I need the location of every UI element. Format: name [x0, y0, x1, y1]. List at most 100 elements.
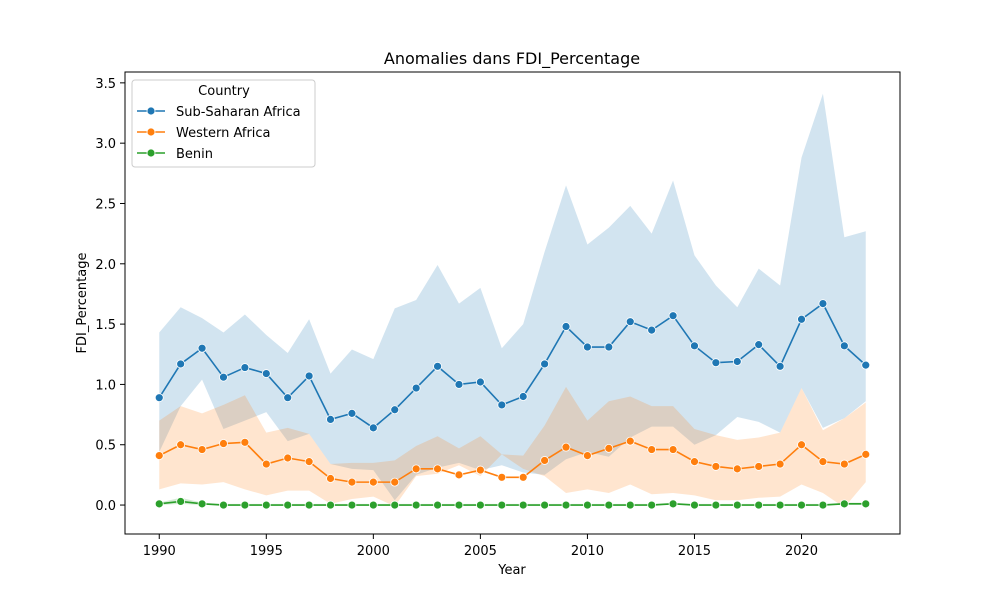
data-point-benin — [561, 500, 571, 510]
data-point-western-africa — [839, 459, 849, 469]
data-point-benin — [326, 500, 335, 510]
data-point-western-africa — [326, 474, 335, 483]
data-point-sub-saharan-africa — [711, 358, 721, 368]
data-point-sub-saharan-africa — [326, 414, 335, 424]
data-point-sub-saharan-africa — [304, 371, 314, 381]
plot-frame — [124, 71, 901, 535]
series-line-benin — [159, 500, 866, 506]
data-point-western-africa — [433, 464, 442, 474]
data-point-western-africa — [690, 457, 699, 467]
series-line-western-africa — [158, 440, 867, 483]
series-points — [154, 299, 871, 510]
data-point-sub-saharan-africa — [732, 357, 742, 366]
data-point-benin — [647, 500, 657, 510]
data-point-benin — [197, 499, 207, 509]
data-point-western-africa — [411, 464, 421, 474]
data-point-western-africa — [754, 462, 764, 471]
data-point-western-africa — [711, 462, 721, 471]
data-point-western-africa — [861, 449, 871, 459]
data-point-sub-saharan-africa — [690, 341, 699, 351]
data-point-benin — [540, 500, 550, 510]
y-tick-label: 3.5 — [95, 77, 116, 92]
series-line-sub-saharan-africa — [158, 302, 867, 429]
data-point-sub-saharan-africa — [754, 340, 764, 350]
legend-title: Country — [198, 84, 250, 99]
legend-marker-sub-saharan-africa — [146, 106, 156, 116]
data-point-benin — [604, 500, 614, 510]
data-point-western-africa — [475, 465, 485, 475]
y-tick-label: 0.0 — [95, 499, 116, 514]
data-point-western-africa — [240, 437, 250, 447]
data-point-sub-saharan-africa — [604, 342, 614, 352]
legend-items: Sub-Saharan Africa Western Africa Benin — [137, 105, 301, 162]
data-point-benin — [518, 500, 528, 510]
x-tick-label: 2010 — [571, 544, 604, 559]
legend-box — [131, 79, 316, 168]
data-point-western-africa — [454, 470, 464, 480]
data-point-western-africa — [561, 442, 571, 452]
data-point-benin — [368, 500, 378, 510]
ci-band-sub-saharan-africa — [159, 93, 866, 501]
x-axis-label: Year — [497, 563, 526, 578]
data-point-western-africa — [176, 440, 186, 450]
data-point-benin — [775, 500, 785, 510]
x-tick-label: 2000 — [357, 544, 390, 559]
data-point-sub-saharan-africa — [839, 341, 849, 351]
data-point-benin — [347, 500, 357, 510]
data-point-sub-saharan-africa — [583, 342, 592, 352]
data-point-sub-saharan-africa — [197, 343, 207, 353]
data-point-sub-saharan-africa — [240, 363, 250, 372]
data-point-sub-saharan-africa — [668, 311, 678, 321]
data-point-sub-saharan-africa — [861, 360, 871, 370]
data-point-western-africa — [732, 464, 742, 474]
data-point-western-africa — [219, 439, 228, 448]
data-point-sub-saharan-africa — [154, 393, 164, 403]
series-lines — [158, 302, 867, 506]
data-point-sub-saharan-africa — [818, 299, 828, 309]
data-point-western-africa — [368, 477, 378, 487]
y-tick-label: 2.5 — [95, 197, 116, 212]
data-point-benin — [261, 500, 271, 510]
y-axis-ticks: 0.0 0.5 1.0 1.5 2.0 2.5 3.0 3.5 — [95, 77, 125, 514]
data-point-western-africa — [583, 451, 592, 460]
data-point-benin — [497, 500, 507, 510]
data-point-benin — [861, 499, 871, 509]
data-point-sub-saharan-africa — [775, 361, 785, 371]
data-point-sub-saharan-africa — [497, 400, 507, 410]
data-point-benin — [690, 500, 699, 510]
data-point-western-africa — [497, 472, 507, 482]
data-point-western-africa — [647, 445, 657, 454]
data-point-sub-saharan-africa — [390, 405, 400, 415]
data-point-western-africa — [197, 445, 207, 454]
data-point-benin — [732, 500, 742, 510]
y-axis-label: FDI_Percentage — [75, 253, 90, 354]
data-point-benin — [583, 500, 592, 510]
data-point-sub-saharan-africa — [540, 359, 550, 369]
data-point-benin — [433, 500, 442, 510]
chart-title: Anomalies dans FDI_Percentage — [384, 49, 640, 69]
legend: Country Sub-Saharan Africa Western Africa… — [131, 79, 316, 168]
data-point-western-africa — [390, 477, 400, 487]
data-point-western-africa — [261, 459, 271, 469]
data-point-western-africa — [668, 445, 678, 454]
data-point-sub-saharan-africa — [176, 359, 186, 369]
data-point-sub-saharan-africa — [518, 392, 528, 401]
data-point-sub-saharan-africa — [411, 383, 421, 393]
x-tick-label: 1995 — [250, 544, 283, 559]
data-point-western-africa — [283, 453, 293, 463]
data-point-sub-saharan-africa — [475, 377, 485, 387]
data-point-sub-saharan-africa — [433, 361, 442, 371]
data-point-benin — [176, 497, 186, 506]
x-tick-label: 2020 — [785, 544, 818, 559]
data-point-benin — [818, 500, 828, 510]
data-point-benin — [240, 500, 250, 510]
data-point-western-africa — [347, 477, 357, 487]
data-point-sub-saharan-africa — [347, 408, 357, 418]
data-point-western-africa — [797, 440, 806, 450]
data-point-benin — [475, 500, 485, 510]
data-point-benin — [711, 500, 721, 510]
data-point-benin — [839, 499, 849, 509]
y-tick-label: 1.0 — [95, 378, 116, 393]
data-point-benin — [797, 500, 806, 510]
y-tick-label: 0.5 — [95, 439, 116, 454]
